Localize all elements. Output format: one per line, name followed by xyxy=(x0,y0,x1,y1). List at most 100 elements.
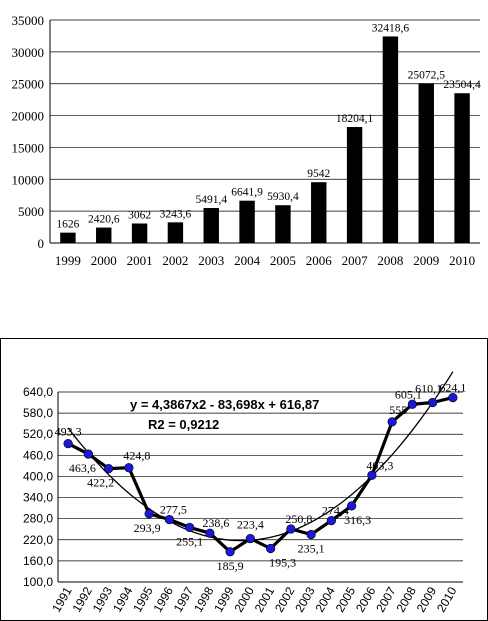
line-chart-y-tick-labels: 100,0 160,0 220,0 280,0 340,0 400,0 460,0 520,0… xyxy=(23,385,53,589)
data-label: 255,1 xyxy=(176,534,203,548)
x-tick-label: 2008 xyxy=(377,253,403,268)
y-tick-label: 520,0 xyxy=(23,427,53,441)
bar-chart-gridlines xyxy=(49,19,480,244)
line-series xyxy=(67,396,454,554)
data-label: 23504,4 xyxy=(443,79,481,91)
x-tick-label: 1999 xyxy=(55,253,81,268)
data-point xyxy=(225,547,235,557)
data-point xyxy=(367,470,377,480)
data-point xyxy=(407,399,417,409)
series-line xyxy=(67,396,454,554)
y-tick-label: 280,0 xyxy=(23,512,53,526)
data-point xyxy=(448,392,458,403)
y-tick-label: 160,0 xyxy=(23,554,53,568)
data-label: 223,4 xyxy=(237,518,264,532)
data-label: 18204,1 xyxy=(336,113,374,125)
bar xyxy=(239,200,255,243)
data-label: 274,4 xyxy=(322,504,349,518)
bar xyxy=(203,208,219,243)
bar xyxy=(454,93,470,243)
data-point xyxy=(266,543,276,554)
bar xyxy=(418,83,434,244)
data-label: 32418,6 xyxy=(372,22,410,34)
data-point xyxy=(387,417,397,427)
data-label: 1626 xyxy=(56,219,79,231)
data-label: 610,1 xyxy=(415,382,442,396)
trendline-curve xyxy=(67,371,454,542)
y-tick-label: 20000 xyxy=(12,109,45,124)
x-tick-label: 2007 xyxy=(342,253,369,268)
x-tick-label: 2002 xyxy=(162,253,188,268)
data-point xyxy=(144,509,154,519)
data-label: 624,1 xyxy=(439,381,466,395)
r-squared-label: R2 = 0,9212 xyxy=(148,417,219,432)
y-tick-label: 100,0 xyxy=(23,575,53,589)
x-tick-label: 2010 xyxy=(449,253,475,268)
line-chart-gridlines xyxy=(57,391,463,583)
data-label: 403,3 xyxy=(366,458,393,472)
data-label: 277,5 xyxy=(160,503,187,517)
data-point xyxy=(104,464,114,474)
x-tick-label: 2006 xyxy=(306,253,333,268)
bar xyxy=(311,182,327,243)
trendline-equation: y = 4,3867x2 - 83,698x + 616,87 xyxy=(130,397,319,412)
y-tick-label: 5000 xyxy=(18,204,44,219)
data-label: 25072,5 xyxy=(408,69,446,81)
y-tick-label: 30000 xyxy=(12,45,45,60)
bar xyxy=(346,127,363,243)
bar xyxy=(96,227,112,243)
data-label: 424,8 xyxy=(123,449,150,463)
x-tick-label: 2004 xyxy=(234,253,261,268)
data-label: 422,2 xyxy=(87,476,114,490)
data-point xyxy=(326,516,336,526)
y-tick-label: 15000 xyxy=(12,140,45,155)
y-tick-label: 580,0 xyxy=(23,406,53,420)
data-point xyxy=(83,449,93,459)
bar xyxy=(131,223,148,243)
y-tick-label: 25000 xyxy=(12,77,45,92)
y-tick-label: 460,0 xyxy=(23,448,53,462)
y-tick-label: 35000 xyxy=(12,13,45,28)
data-label: 2420,6 xyxy=(88,214,120,226)
bar-chart-x-tick-labels: 1999 2000 2001 2002 2003 2004 2005 2006 2007 2008… xyxy=(55,253,475,268)
y-tick-label: 400,0 xyxy=(23,469,53,483)
data-label: 250,8 xyxy=(285,512,312,526)
line-chart: 100,0 160,0 220,0 280,0 340,0 400,0 460,0 520,0… xyxy=(0,338,488,621)
data-point xyxy=(63,439,73,449)
bar-chart-y-tick-labels: 0 5000 10000 15000 20000 25000 30000 35000 xyxy=(12,13,45,251)
data-point xyxy=(286,524,296,534)
bar-chart-bars xyxy=(60,36,470,244)
data-label: 195,3 xyxy=(269,555,296,569)
y-tick-label: 0 xyxy=(38,236,45,251)
data-label: 5930,4 xyxy=(267,191,299,203)
y-tick-label: 10000 xyxy=(12,172,45,187)
bar xyxy=(275,205,291,243)
bar xyxy=(382,36,399,243)
data-label: 235,1 xyxy=(298,541,325,555)
line-markers xyxy=(63,392,458,557)
bar xyxy=(167,222,184,243)
bar xyxy=(60,232,76,243)
data-point xyxy=(164,514,174,525)
data-label: 185,9 xyxy=(217,559,244,573)
x-tick-label: 2000 xyxy=(91,253,117,268)
data-point xyxy=(306,529,316,540)
data-label: 293,9 xyxy=(134,521,161,535)
trendline xyxy=(67,371,454,542)
data-label: 6641,9 xyxy=(231,187,263,199)
data-label: 3243,6 xyxy=(160,208,192,220)
data-label: 238,6 xyxy=(202,516,229,530)
data-label: 9542 xyxy=(307,168,330,180)
data-label: 316,3 xyxy=(344,513,371,527)
x-tick-label: 2005 xyxy=(270,253,296,268)
y-tick-label: 340,0 xyxy=(23,491,53,505)
y-tick-label: 640,0 xyxy=(23,385,53,399)
data-label: 493,3 xyxy=(55,425,82,439)
data-label: 3062 xyxy=(128,209,151,221)
data-point xyxy=(245,533,255,544)
data-point xyxy=(205,528,215,538)
x-tick-label: 2003 xyxy=(198,253,224,268)
data-point xyxy=(428,397,438,408)
data-point xyxy=(124,463,134,473)
